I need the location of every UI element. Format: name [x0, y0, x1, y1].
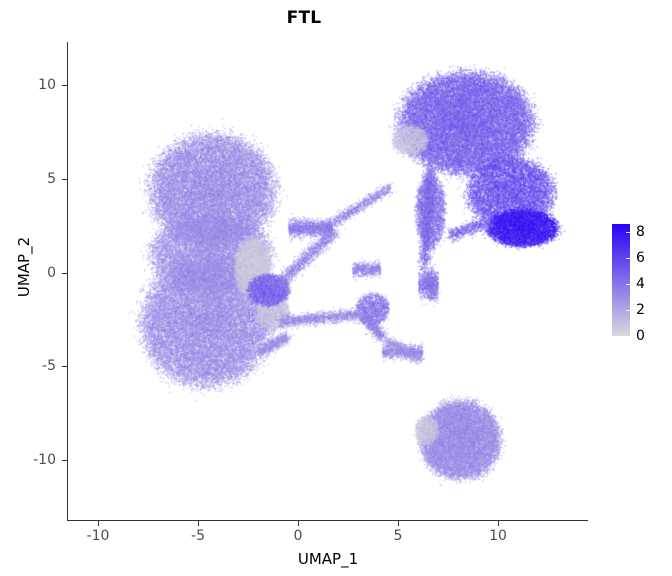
x-tick-mark [198, 521, 199, 526]
x-tick-mark [98, 521, 99, 526]
scatter-canvas [68, 42, 588, 520]
x-axis-line [67, 520, 588, 521]
x-tick-label: 0 [293, 528, 303, 544]
plot-panel[interactable] [68, 42, 588, 520]
x-axis-title: UMAP_1 [297, 550, 359, 568]
y-tick-label: 5 [47, 170, 56, 187]
y-axis-title: UMAP_2 [15, 236, 33, 298]
page-title: FTL [286, 8, 322, 28]
y-tick-label: 0 [47, 264, 56, 281]
y-tick-mark [62, 366, 67, 368]
legend-colorbar [612, 224, 630, 336]
legend-tick-mark [626, 231, 630, 233]
y-tick-mark [62, 460, 67, 462]
y-axis-line [67, 42, 68, 521]
y-tick-mark [62, 272, 67, 274]
y-tick-mark [62, 178, 67, 180]
x-tick-label: -5 [191, 528, 205, 544]
x-tick-mark [498, 521, 499, 526]
legend-tick-mark [626, 257, 630, 259]
x-tick-label: 5 [393, 528, 403, 544]
y-tick-mark [62, 85, 67, 87]
x-tick-mark [398, 521, 399, 526]
legend-tick-mark [626, 336, 630, 337]
legend-tick-label: 2 [636, 301, 645, 318]
x-tick-label: 10 [489, 528, 507, 544]
legend-tick-label: 4 [636, 275, 645, 292]
x-tick-mark [298, 521, 299, 526]
legend-tick-marks [612, 224, 630, 337]
y-tick-label: 10 [38, 77, 56, 94]
legend-tick-label: 6 [636, 249, 645, 266]
y-tick-label: -10 [33, 452, 56, 469]
legend-tick-label: 0 [636, 328, 645, 344]
legend-tick-label: 8 [636, 223, 645, 240]
y-tick-label: -5 [42, 358, 56, 375]
legend-tick-mark [626, 309, 630, 311]
x-tick-label: -10 [86, 528, 110, 544]
legend-tick-mark [626, 283, 630, 285]
